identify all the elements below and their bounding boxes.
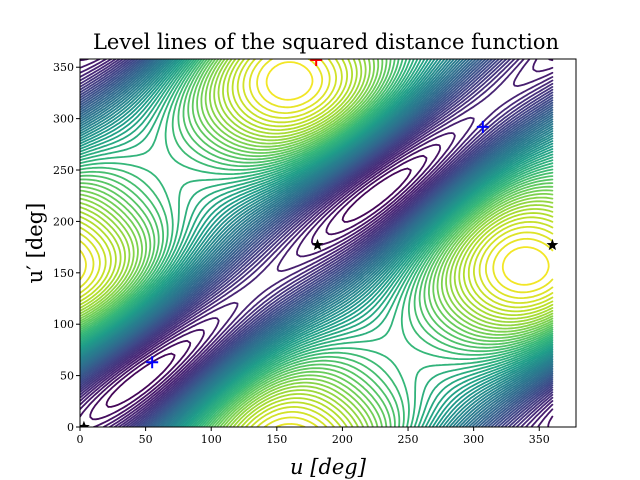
contour-level-20 (80, 59, 554, 427)
y-tick-label: 200 (53, 215, 74, 228)
contour-level-25 (80, 59, 554, 427)
contour-level-40 (80, 59, 554, 427)
contour-level-19 (80, 59, 554, 427)
x-axis-label: u [deg] (290, 455, 367, 479)
contour-level-52 (80, 59, 554, 427)
contour-level-4 (80, 59, 554, 427)
contour-level-35 (80, 59, 554, 427)
contour-level-29 (80, 59, 554, 427)
contour-level-38 (80, 59, 554, 427)
y-tick-label: 0 (67, 421, 74, 434)
x-tick-label: 350 (529, 433, 550, 446)
contour-level-6 (80, 59, 554, 427)
x-tick-label: 100 (201, 433, 222, 446)
contour-level-39 (80, 59, 554, 427)
y-tick-label: 350 (53, 61, 74, 74)
contour-level-5 (80, 59, 554, 427)
contour-level-28 (80, 59, 554, 427)
contour-level-23 (80, 59, 554, 427)
contour-level-43 (80, 59, 554, 427)
contour-level-36 (80, 59, 554, 427)
contour-level-55 (80, 59, 554, 427)
chart-title: Level lines of the squared distance func… (93, 30, 559, 54)
contour-level-45 (80, 59, 554, 427)
y-axis: 0 50 100 150 200 250 300 350 (53, 61, 80, 434)
saddle-star-marker (80, 420, 90, 427)
contour-level-57 (80, 59, 554, 427)
contour-level-59 (265, 61, 550, 286)
contour-level-46 (80, 59, 554, 427)
contour-lines (80, 59, 554, 427)
minimum-marker (146, 356, 159, 369)
contour-level-11 (80, 59, 554, 427)
contour-level-44 (80, 59, 554, 427)
x-tick-label: 0 (77, 433, 84, 446)
contour-level-10 (80, 59, 554, 427)
contour-level-32 (80, 59, 554, 427)
y-tick-label: 100 (53, 318, 74, 331)
x-tick-label: 200 (332, 433, 353, 446)
contour-level-15 (80, 59, 554, 427)
y-tick-label: 250 (53, 164, 74, 177)
x-tick-label: 300 (463, 433, 484, 446)
contour-level-3 (80, 59, 554, 427)
markers (80, 59, 559, 427)
contour-level-42 (80, 59, 554, 427)
contour-level-1 (105, 167, 412, 408)
contour-level-26 (80, 59, 554, 427)
contour-level-9 (80, 59, 554, 427)
maximum-marker (310, 59, 323, 67)
y-tick-label: 150 (53, 267, 74, 280)
axes-frame (79, 58, 577, 428)
y-tick-label: 300 (53, 113, 74, 126)
contour-level-56 (80, 59, 554, 427)
contour-level-27 (80, 59, 554, 427)
contour-level-22 (80, 59, 554, 427)
x-tick-label: 250 (398, 433, 419, 446)
contour-level-31 (80, 59, 554, 427)
contour-level-33 (80, 59, 554, 427)
saddle-star-marker (546, 238, 559, 251)
y-axis-label: u′ [deg] (23, 203, 47, 284)
contour-level-16 (80, 59, 554, 427)
contour-level-53 (80, 59, 554, 427)
y-tick-label: 50 (60, 370, 74, 383)
contour-level-18 (80, 59, 554, 427)
x-tick-label: 150 (266, 433, 287, 446)
x-axis: 0 50 100 150 200 250 300 350 (77, 427, 550, 446)
contour-level-2 (89, 154, 428, 421)
contour-level-8 (80, 59, 554, 427)
minimum-marker (476, 120, 489, 133)
contour-level-30 (80, 59, 554, 427)
contour-level-14 (80, 59, 554, 427)
saddle-star-marker (311, 238, 324, 251)
contour-level-51 (80, 59, 554, 427)
x-tick-label: 50 (139, 433, 153, 446)
